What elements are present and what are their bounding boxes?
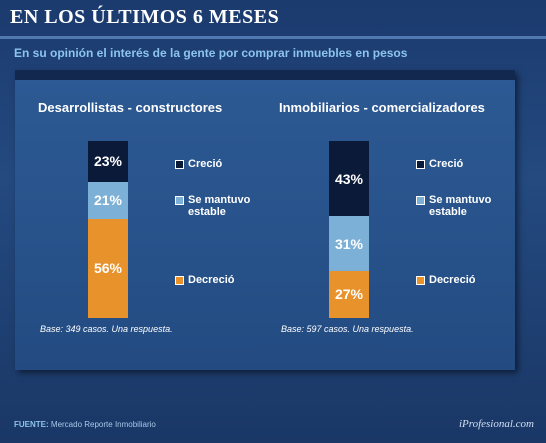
value-label: 43% <box>334 170 364 187</box>
value-label: 21% <box>93 192 123 209</box>
brand: iProfesional.com <box>458 418 534 430</box>
panel-strip <box>15 70 515 80</box>
legend-label: Decreció <box>188 274 235 286</box>
chart-title: Inmobiliarios - comercializadores <box>279 100 485 115</box>
bar-segment: 43% <box>329 141 369 217</box>
legend-label: Se mantuvo estable <box>188 194 251 218</box>
source-text: Mercado Reporte Inmobiliario <box>50 420 156 429</box>
bar-segment: 23% <box>88 141 128 182</box>
legend-swatch <box>416 276 425 285</box>
value-label: 23% <box>93 153 123 170</box>
subtitle: En su opinión el interés de la gente por… <box>14 46 408 60</box>
title: EN LOS ÚLTIMOS 6 MESES <box>10 6 280 28</box>
bar-segment: 27% <box>329 270 369 318</box>
value-label: 27% <box>334 286 364 303</box>
legend-label: Se mantuvo estable <box>429 194 492 218</box>
legend-swatch <box>416 196 425 205</box>
chart-title: Desarrollistas - constructores <box>38 100 223 115</box>
legend-label: Decreció <box>429 274 476 286</box>
bar-segment: 21% <box>88 181 128 219</box>
bar-segment: 31% <box>329 216 369 271</box>
source-label: FUENTE: <box>14 420 49 429</box>
divider <box>0 36 546 39</box>
note: Base: 349 casos. Una respuesta. <box>40 324 173 334</box>
legend-swatch <box>416 160 425 169</box>
value-label: 56% <box>93 260 123 277</box>
legend-swatch <box>175 160 184 169</box>
note: Base: 597 casos. Una respuesta. <box>281 324 414 334</box>
legend-swatch <box>175 196 184 205</box>
legend-label: Creció <box>188 158 223 170</box>
bar-segment: 56% <box>88 218 128 318</box>
source: FUENTE: Mercado Reporte Inmobiliario <box>14 420 156 429</box>
legend-swatch <box>175 276 184 285</box>
value-label: 31% <box>334 235 364 252</box>
legend-label: Creció <box>429 158 464 170</box>
